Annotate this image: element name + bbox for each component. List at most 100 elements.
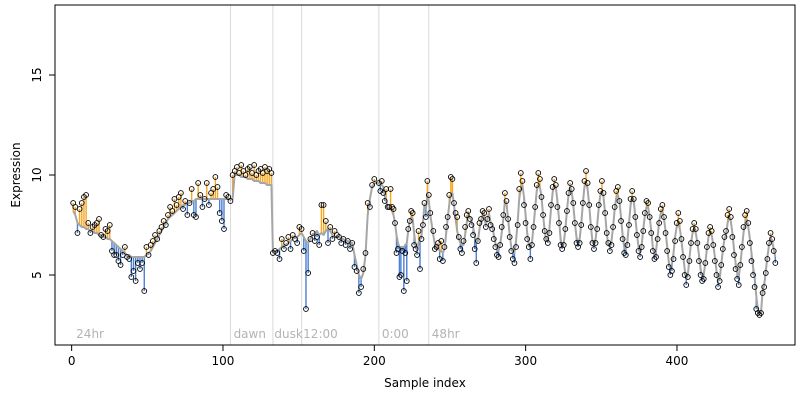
data-point [498, 224, 505, 230]
data-point [381, 198, 388, 204]
data-point [568, 186, 575, 192]
data-point [632, 214, 639, 220]
data-point [475, 238, 481, 244]
data-point [630, 196, 637, 202]
data-point [268, 170, 275, 176]
data-point [521, 202, 527, 208]
region-label: 24hr [76, 327, 104, 341]
data-point [716, 278, 723, 284]
data-point [367, 204, 373, 210]
data-point [409, 210, 416, 216]
data-point [430, 228, 437, 234]
data-point [677, 218, 683, 224]
data-point [420, 222, 426, 228]
data-point [427, 210, 434, 216]
data-point [489, 226, 496, 232]
data-point [586, 202, 593, 208]
data-point [195, 180, 201, 186]
data-point [83, 192, 89, 198]
data-point [137, 266, 143, 272]
data-point [451, 200, 457, 206]
data-point [560, 242, 567, 248]
data-point [712, 258, 718, 264]
data-point [400, 288, 407, 294]
data-point [721, 234, 728, 240]
data-point [298, 226, 305, 232]
data-point [552, 182, 559, 188]
data-point [541, 228, 548, 234]
data-point [371, 176, 378, 182]
data-point [154, 236, 161, 242]
region-label: 12:00 [303, 327, 338, 341]
x-tick-label: 0 [68, 354, 76, 368]
data-point [132, 278, 139, 284]
data-point [750, 272, 756, 278]
data-point [173, 202, 180, 208]
data-point [769, 236, 775, 242]
data-point [169, 208, 176, 214]
data-point [700, 276, 707, 282]
data-point [316, 242, 323, 248]
data-point [511, 260, 518, 266]
data-point [594, 226, 601, 232]
data-point [490, 236, 497, 242]
data-point [320, 202, 327, 208]
data-point [556, 220, 562, 226]
data-point [689, 226, 696, 232]
data-point [734, 276, 741, 282]
data-point [402, 250, 409, 256]
data-point [214, 184, 221, 190]
data-point [180, 206, 186, 212]
data-point [85, 220, 92, 226]
data-point [745, 220, 752, 226]
data-point [648, 230, 655, 236]
data-point [646, 214, 653, 220]
data-point [610, 224, 616, 230]
data-point [537, 176, 543, 182]
data-point [713, 272, 720, 278]
data-point [726, 206, 733, 212]
data-point [162, 222, 169, 228]
data-point [218, 218, 225, 224]
data-point [193, 214, 199, 220]
data-point [739, 244, 745, 250]
data-point [611, 204, 618, 210]
data-point [467, 216, 473, 222]
data-point [629, 188, 636, 194]
data-point [242, 172, 249, 178]
data-point [600, 190, 607, 196]
data-point [227, 198, 234, 204]
data-point [762, 270, 769, 276]
data-point [702, 260, 709, 266]
data-point [178, 190, 184, 196]
data-point [772, 260, 779, 266]
data-point [506, 234, 513, 240]
data-point [356, 290, 362, 296]
data-point [134, 260, 141, 266]
data-point [473, 260, 480, 266]
data-point [349, 240, 356, 246]
data-point [524, 236, 531, 242]
data-point [580, 200, 586, 206]
data-point [519, 178, 526, 184]
data-point [715, 284, 721, 290]
data-point [358, 284, 364, 290]
data-point [554, 204, 561, 210]
data-point [694, 240, 701, 246]
data-point [527, 256, 534, 262]
data-point [546, 230, 553, 236]
y-tick-label: 10 [30, 167, 44, 182]
data-point [684, 274, 691, 280]
data-point [551, 176, 558, 182]
data-point [683, 282, 690, 288]
data-point [502, 190, 508, 196]
data-point [203, 180, 210, 186]
data-point [113, 252, 120, 258]
data-point [584, 180, 591, 186]
data-point [767, 230, 774, 236]
data-point [619, 236, 626, 242]
data-point [274, 250, 281, 256]
data-point [478, 216, 484, 222]
x-tick-label: 100 [212, 354, 235, 368]
data-point [287, 246, 294, 252]
